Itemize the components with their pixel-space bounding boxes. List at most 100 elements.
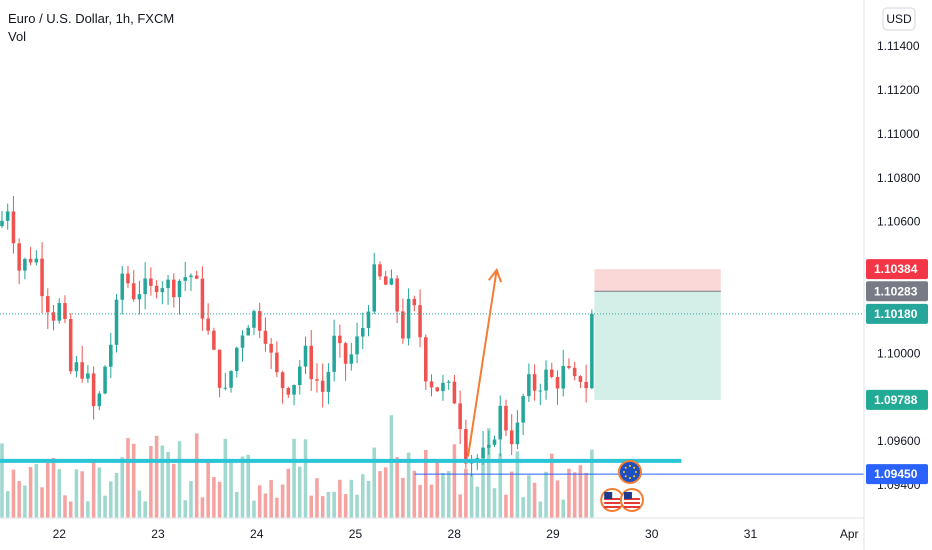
volume-bar [458, 494, 462, 518]
candle-body [584, 381, 588, 389]
volume-bar [17, 481, 21, 518]
candle-body [303, 345, 308, 367]
volume-bar [475, 486, 480, 518]
volume-bar [28, 467, 33, 518]
volume-bar [212, 477, 216, 518]
symbol-title[interactable]: Euro / U.S. Dollar, 1h, FXCM [8, 11, 175, 26]
volume-bar [114, 472, 119, 518]
eu-star [633, 475, 636, 478]
us-stripe [604, 502, 621, 504]
candle-body [286, 388, 291, 395]
candle-body [567, 366, 571, 368]
candle-body [177, 280, 182, 298]
arrow-head [487, 267, 503, 283]
volume-bar [223, 438, 228, 518]
price-badge-label: 1.10384 [874, 262, 918, 276]
volume-bar [429, 484, 434, 518]
candle-body [126, 273, 130, 284]
candle-body [57, 303, 62, 321]
volume-bar [504, 494, 508, 518]
volume-bar [172, 463, 176, 518]
candle-body [429, 381, 434, 388]
candle-body [452, 381, 457, 404]
candle-body [446, 381, 451, 383]
volume-bars [0, 415, 594, 518]
candle-body [561, 366, 566, 389]
candle-body [498, 405, 503, 440]
price-badge-label: 1.10180 [874, 307, 918, 321]
x-tick-label: 24 [250, 527, 264, 541]
price-badge [866, 259, 928, 280]
candle-body [326, 371, 331, 392]
volume-bar [194, 433, 199, 518]
candle-body [120, 273, 125, 300]
candle-body [521, 396, 525, 423]
volume-bar [424, 449, 428, 518]
volume-bar [263, 493, 268, 518]
volume-bar [315, 478, 319, 518]
volume-label[interactable]: Vol [8, 29, 27, 44]
candle-body [538, 390, 543, 392]
volume-bar [389, 415, 394, 518]
candle-body [481, 447, 485, 459]
candle-body [412, 298, 417, 306]
candle-body [504, 405, 508, 431]
volume-bar [378, 471, 382, 518]
volume-bar [189, 481, 193, 518]
candle-body [544, 369, 548, 391]
candle-body [475, 458, 480, 460]
candle-body [280, 372, 285, 389]
candle-body [212, 330, 216, 350]
candle-body [0, 220, 4, 227]
candle-body [389, 278, 394, 285]
x-tick-label: Apr [840, 527, 859, 541]
candle-body [194, 275, 199, 279]
y-tick-label: 1.09600 [877, 434, 921, 448]
volume-bar [246, 454, 251, 518]
y-tick-label: 1.10000 [877, 346, 921, 360]
candle-body [183, 277, 188, 281]
volume-bar [57, 469, 62, 518]
candle-body [252, 311, 256, 328]
volume-bar [154, 435, 159, 518]
candle-body [355, 336, 359, 355]
volume-bar [91, 460, 96, 518]
volume-bar [349, 479, 354, 518]
volume-bar [0, 443, 4, 518]
volume-bar [406, 452, 411, 518]
volume-bar [149, 445, 153, 518]
currency-button[interactable] [882, 7, 916, 31]
volume-bar [86, 501, 90, 518]
volume-bar [269, 480, 273, 518]
candle-body [487, 444, 491, 448]
position-zones [594, 269, 721, 400]
candle-body [257, 311, 262, 331]
candle-body [5, 211, 10, 221]
candle-body [572, 367, 577, 377]
candle-body [217, 349, 222, 388]
candle-body [200, 278, 205, 319]
eu-star [628, 477, 631, 479]
x-tick-label: 30 [645, 527, 659, 541]
candle-body [361, 328, 365, 337]
currency-button-label[interactable]: USD [886, 12, 912, 26]
candles [0, 195, 594, 477]
volume-bar [332, 491, 336, 518]
candle-body [63, 303, 67, 319]
volume-bar [200, 497, 205, 518]
candle-body [532, 374, 537, 391]
candle-body [315, 379, 319, 381]
candle-body [527, 374, 531, 397]
eu-star [624, 466, 627, 469]
volume-bar [40, 487, 44, 518]
candle-body [464, 429, 468, 464]
volume-bar [34, 463, 39, 518]
us-stripe [604, 506, 621, 508]
candle-body [349, 354, 354, 364]
volume-bar [143, 501, 147, 518]
candle-body [40, 258, 44, 297]
arrow-line [467, 269, 498, 457]
volume-bar [469, 473, 474, 518]
